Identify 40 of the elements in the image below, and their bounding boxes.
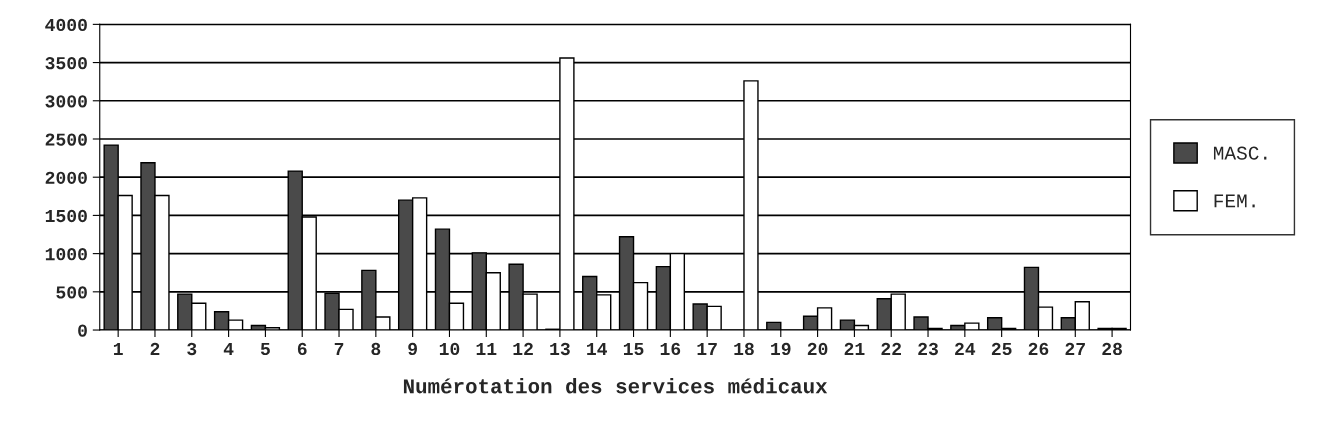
x-tick-label: 18 [734, 342, 754, 356]
legend-label: FEM. [1214, 194, 1255, 208]
x-tick-label: 10 [439, 342, 460, 356]
y-tick-label: 2500 [45, 133, 87, 146]
x-tick-label: 24 [955, 342, 976, 355]
x-tick-label: 3 [187, 342, 197, 356]
y-tick-label: 1000 [45, 248, 87, 261]
y-tick-label: 4000 [45, 18, 87, 32]
x-tick-label: 20 [807, 342, 828, 356]
x-tick-label: 13 [550, 342, 570, 356]
y-tick-label: 3500 [45, 57, 87, 70]
x-tick-label: 25 [991, 342, 1012, 356]
x-tick-label: 2 [150, 342, 160, 355]
x-tick-label: 11 [476, 343, 497, 355]
y-tick-label: 2000 [45, 171, 87, 184]
x-tick-label: 19 [771, 342, 791, 356]
x-tick-label: 27 [1065, 342, 1085, 355]
legend-label: MASC. [1213, 146, 1267, 160]
y-tick-label: 1500 [45, 209, 87, 223]
x-tick-label: 28 [1102, 342, 1122, 356]
y-tick-label: 3000 [45, 95, 87, 108]
x-tick-label: 7 [334, 343, 344, 355]
x-tick-label: 8 [371, 342, 381, 356]
x-tick-label: 1 [113, 343, 123, 355]
x-tick-label: 26 [1028, 342, 1049, 356]
x-tick-label: 15 [623, 343, 644, 356]
y-tick-label: 500 [56, 286, 87, 299]
x-tick-label: 4 [223, 343, 234, 355]
x-tick-label: 9 [408, 342, 417, 356]
y-tick-label: 0 [78, 324, 87, 337]
x-tick-label: 5 [260, 343, 270, 356]
x-tick-label: 21 [844, 342, 865, 355]
x-tick-label: 14 [587, 343, 608, 355]
x-tick-label: 16 [660, 342, 681, 356]
x-tick-label: 22 [881, 342, 901, 355]
x-tick-label: 23 [918, 342, 938, 356]
x-tick-label: 6 [297, 342, 307, 356]
x-tick-label: 17 [697, 343, 717, 355]
x-tick-label: 12 [513, 342, 533, 355]
x-axis-title: Numérotation des services médicaux [403, 378, 828, 394]
